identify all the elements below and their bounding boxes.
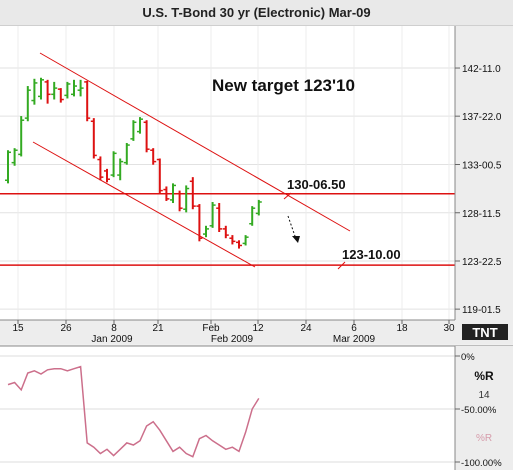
date-tick-label: Feb bbox=[202, 323, 220, 334]
date-tick-label: 26 bbox=[60, 323, 72, 334]
ohlc-bar bbox=[150, 148, 157, 165]
ohlc-bar bbox=[137, 117, 143, 134]
chart-canvas[interactable]: New target 123'10 130-06.50 123-10.00 14… bbox=[0, 25, 513, 470]
ohlc-bar bbox=[143, 120, 150, 153]
ohlc-bar bbox=[249, 206, 256, 226]
logo-text: TNT bbox=[472, 325, 497, 340]
date-axis: 15 26 8 21 Feb 12 24 6 18 30 Jan 2009 Feb 2009 Mar 2… bbox=[12, 320, 455, 345]
date-tick-label: 18 bbox=[396, 323, 408, 334]
ohlc-bar bbox=[163, 186, 170, 201]
channel-lower-line[interactable] bbox=[32, 141, 256, 268]
ohlc-bar bbox=[130, 120, 137, 141]
level-1-label-tick bbox=[283, 192, 292, 200]
ohlc-bar bbox=[11, 148, 18, 166]
ohlc-bar bbox=[222, 225, 229, 239]
channel-upper-line[interactable] bbox=[39, 52, 351, 232]
ohlc-bar bbox=[97, 156, 104, 181]
price-pane bbox=[0, 26, 455, 320]
indicator-watermark: %R bbox=[476, 433, 492, 444]
ohlc-bar bbox=[176, 190, 183, 212]
price-tick-label: 142-11.0 bbox=[462, 64, 501, 75]
price-tick-label: 119-01.5 bbox=[462, 305, 501, 316]
date-tick-label: 12 bbox=[252, 323, 264, 334]
ohlc-bar bbox=[84, 80, 91, 122]
ohlc-bar bbox=[123, 142, 130, 165]
ohlc-bar bbox=[77, 79, 84, 97]
gridlines bbox=[0, 26, 455, 320]
indicator-name: %R bbox=[474, 369, 494, 383]
ohlc-bar bbox=[5, 150, 11, 184]
ohlc-bar bbox=[196, 204, 203, 242]
ohlc-bar bbox=[255, 199, 262, 216]
price-tick-label: 137-22.0 bbox=[462, 112, 502, 123]
price-axis-bg bbox=[455, 26, 513, 320]
price-tick-label: 128-11.5 bbox=[462, 209, 501, 220]
arrow-icon bbox=[287, 215, 300, 243]
ohlc-bar bbox=[156, 158, 163, 194]
ohlc-bar bbox=[71, 79, 77, 97]
indicator-line[interactable] bbox=[7, 365, 260, 458]
ohlc-bar bbox=[242, 235, 249, 246]
date-axis-bg bbox=[0, 320, 455, 344]
date-tick-label: 30 bbox=[443, 323, 455, 334]
ohlc-bar bbox=[209, 201, 216, 228]
price-axis: 142-11.0 137-22.0 133-00.5 128-11.5 123-22.5… bbox=[455, 64, 502, 316]
indicator-tick-label: 0% bbox=[461, 352, 475, 363]
target-annotation: New target 123'10 bbox=[212, 76, 355, 95]
ohlc-bar bbox=[31, 78, 38, 105]
ohlc-bar bbox=[24, 86, 31, 122]
price-tick-label: 123-22.5 bbox=[462, 257, 502, 268]
indicator-tick-label: -50.00% bbox=[461, 405, 497, 416]
ohlc-bar bbox=[64, 81, 71, 99]
indicator-period: 14 bbox=[478, 390, 490, 401]
ohlc-bar bbox=[44, 79, 51, 104]
date-tick-label: 6 bbox=[351, 323, 357, 334]
price-bars bbox=[5, 77, 262, 249]
ohlc-bar bbox=[203, 225, 209, 238]
ohlc-bar bbox=[229, 235, 236, 245]
date-tick-label: 21 bbox=[152, 323, 164, 334]
ohlc-bar bbox=[90, 118, 97, 159]
level-1-label: 130-06.50 bbox=[287, 177, 346, 192]
ohlc-bar bbox=[117, 158, 124, 181]
indicator-tick-label: -100.00% bbox=[461, 458, 502, 469]
ohlc-bar bbox=[38, 77, 44, 100]
ohlc-bar bbox=[18, 116, 25, 157]
ohlc-bar bbox=[236, 240, 242, 249]
ohlc-bar bbox=[51, 81, 58, 100]
ohlc-bar bbox=[104, 168, 110, 183]
horizontal-levels bbox=[0, 192, 455, 266]
month-label: Feb 2009 bbox=[211, 334, 254, 345]
ohlc-bar bbox=[189, 177, 196, 210]
price-tick-label: 133-00.5 bbox=[462, 161, 502, 172]
ohlc-bar bbox=[57, 88, 64, 103]
indicator-pane bbox=[0, 346, 455, 470]
indicator-gridlines bbox=[0, 355, 455, 463]
month-label: Mar 2009 bbox=[333, 334, 376, 345]
ohlc-bar bbox=[216, 203, 223, 233]
trend-channel bbox=[32, 52, 351, 268]
chart-title: U.S. T-Bond 30 yr (Electronic) Mar-09 bbox=[0, 0, 513, 26]
indicator-axis-bg bbox=[455, 346, 513, 470]
level-2-label-tick bbox=[337, 261, 346, 270]
tnt-logo: TNT bbox=[462, 324, 508, 340]
level-2-label: 123-10.00 bbox=[342, 247, 401, 262]
indicator-axis: -100.00% -50.00% 0% bbox=[455, 352, 502, 469]
date-tick-label: 24 bbox=[300, 323, 312, 334]
ohlc-bar bbox=[170, 183, 176, 204]
month-label: Jan 2009 bbox=[91, 334, 133, 345]
ohlc-bar bbox=[183, 185, 190, 213]
ohlc-bar bbox=[110, 151, 117, 178]
date-tick-label: 8 bbox=[111, 323, 117, 334]
date-tick-label: 15 bbox=[12, 323, 24, 334]
